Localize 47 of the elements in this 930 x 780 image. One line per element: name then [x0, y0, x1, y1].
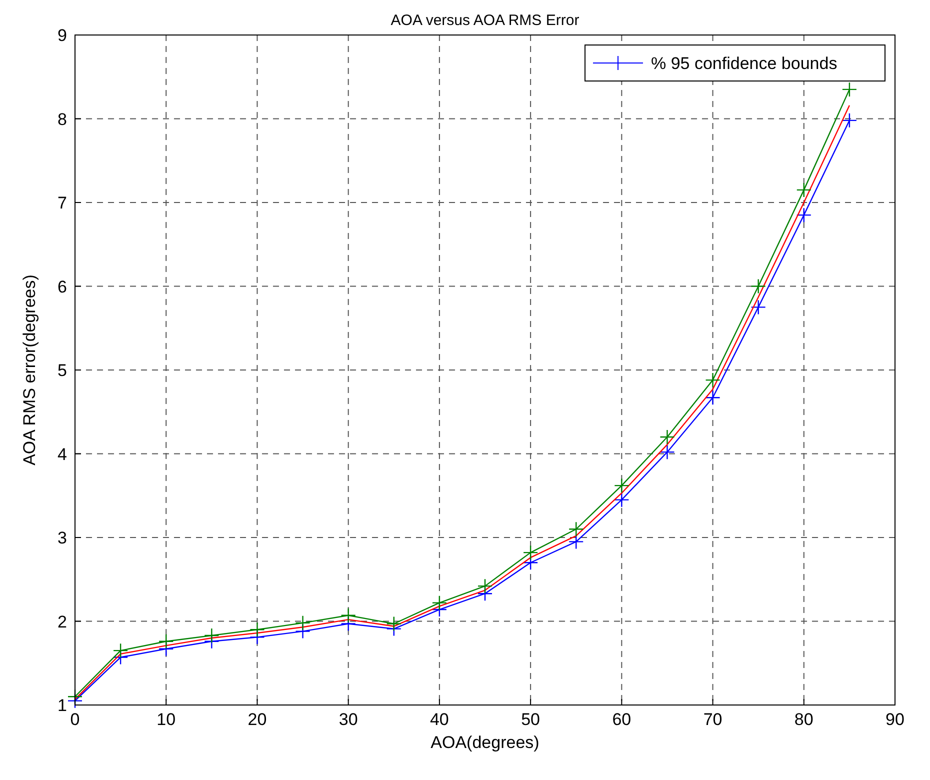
x-tick-label: 60 [612, 710, 632, 729]
y-tick-label: 7 [58, 194, 67, 212]
y-tick-label: 2 [58, 612, 67, 632]
point [705, 390, 720, 406]
x-tick-label: 20 [248, 710, 267, 729]
point [750, 278, 766, 294]
point [204, 628, 220, 644]
x-tick-label: 90 [886, 710, 904, 729]
point [614, 492, 630, 508]
x-tick-label: 10 [156, 710, 176, 729]
y-tick-label: 8 [58, 110, 67, 129]
legend-label: % 95 confidence bounds [651, 54, 838, 73]
x-tick-label: 30 [338, 710, 358, 729]
point [340, 608, 356, 623]
point [112, 642, 128, 658]
x-tick-label: 40 [430, 710, 449, 729]
y-tick-label: 5 [58, 361, 67, 380]
y-tick-label: 4 [58, 444, 67, 464]
point [522, 544, 538, 560]
chart-title: AOA versus AOA RMS Error [390, 12, 580, 29]
y-tick-label: 9 [58, 26, 67, 45]
x-tick-label: 0 [70, 710, 80, 729]
point [660, 444, 675, 460]
point [796, 207, 812, 223]
point [158, 634, 174, 649]
point [477, 578, 493, 594]
y-axis-title: AOA RMS error(degrees) [20, 274, 39, 466]
point [614, 478, 630, 494]
point [432, 595, 448, 610]
y-tick-label: 6 [58, 277, 67, 296]
y-tick-label: 1 [58, 696, 67, 715]
point [386, 616, 402, 632]
point [568, 522, 584, 537]
x-tick-label: 70 [703, 710, 722, 729]
point [842, 82, 858, 98]
point [796, 182, 812, 198]
point [750, 300, 766, 315]
point [660, 429, 675, 445]
point [842, 112, 858, 128]
x-axis-title: AOA(degrees) [430, 733, 540, 752]
point [295, 615, 310, 631]
x-tick-label: 80 [794, 710, 814, 729]
point [705, 372, 720, 388]
point [568, 534, 584, 550]
point [250, 622, 265, 638]
x-tick-label: 50 [521, 710, 540, 729]
y-tick-label: 3 [58, 528, 67, 548]
